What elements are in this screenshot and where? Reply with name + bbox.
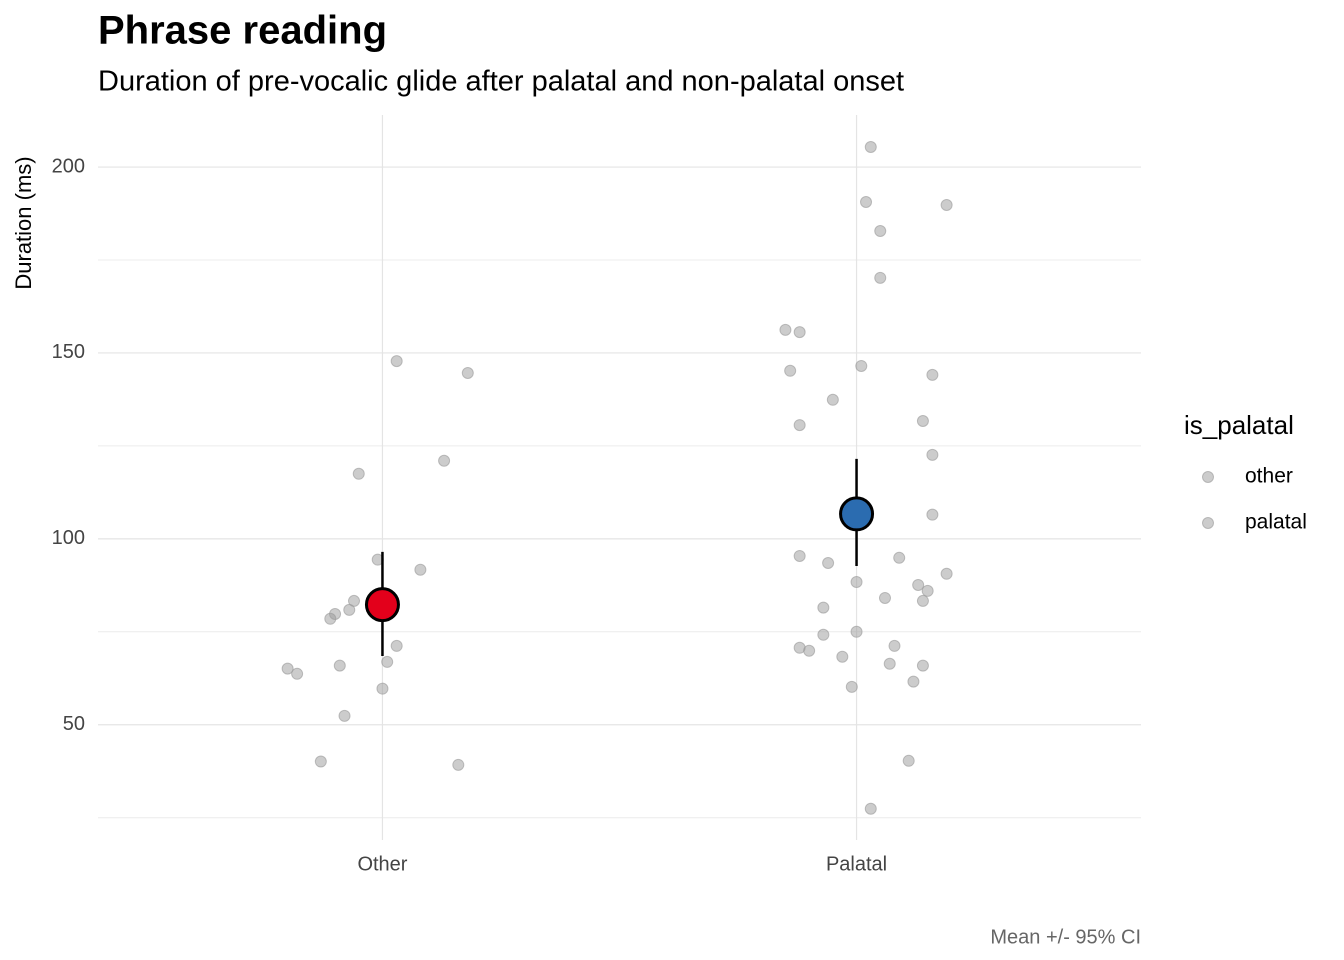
data-point: [281, 662, 294, 675]
data-point: [850, 625, 863, 638]
data-point: [921, 584, 934, 597]
data-point: [916, 659, 929, 672]
y-tick-label: 150: [52, 341, 85, 363]
data-point: [817, 628, 830, 641]
data-point: [779, 323, 792, 336]
data-point: [864, 802, 877, 815]
caption: Mean +/- 95% CI: [990, 926, 1141, 948]
data-point: [902, 754, 915, 767]
data-point: [414, 563, 427, 576]
data-point: [836, 650, 849, 663]
chart-title: Phrase reading: [98, 9, 387, 53]
data-point: [864, 140, 877, 153]
data-point: [793, 326, 806, 339]
data-point: [850, 575, 863, 588]
data-point: [883, 657, 896, 670]
x-tick-label: Palatal: [826, 853, 887, 875]
data-point: [324, 612, 337, 625]
chart-subtitle: Duration of pre-vocalic glide after pala…: [98, 66, 904, 98]
data-point: [893, 551, 906, 564]
data-point: [822, 557, 835, 570]
legend-marker: [1202, 517, 1214, 529]
data-point: [926, 508, 939, 521]
legend-label: other: [1245, 465, 1293, 488]
data-point: [352, 467, 365, 480]
data-point: [461, 367, 474, 380]
data-point: [390, 355, 403, 368]
data-point: [793, 549, 806, 562]
data-point: [940, 198, 953, 211]
x-tick-label: Other: [357, 853, 407, 875]
mean-point: [364, 587, 400, 623]
data-point: [907, 675, 920, 688]
data-point: [940, 567, 953, 580]
data-point: [874, 271, 887, 284]
data-point: [793, 419, 806, 432]
data-point: [845, 680, 858, 693]
y-tick-label: 50: [63, 713, 85, 735]
data-point: [874, 225, 887, 237]
data-point: [926, 448, 939, 461]
data-point: [926, 368, 939, 381]
data-point: [803, 644, 816, 657]
data-point: [333, 659, 346, 672]
data-point: [912, 578, 925, 591]
data-point: [855, 359, 868, 372]
legend-label: palatal: [1245, 511, 1307, 534]
y-axis-title: Duration (ms): [11, 156, 36, 289]
mean-point: [839, 496, 875, 532]
data-point: [438, 454, 451, 467]
legend-marker: [1202, 471, 1214, 483]
data-point: [381, 655, 394, 668]
data-point: [817, 601, 830, 614]
y-tick-label: 200: [52, 155, 85, 177]
data-point: [826, 393, 839, 406]
data-point: [376, 682, 389, 695]
legend-title: is_palatal: [1184, 410, 1294, 440]
data-point: [888, 639, 901, 652]
data-point: [390, 639, 403, 652]
y-tick-label: 100: [52, 527, 85, 549]
data-point: [916, 594, 929, 607]
data-point: [343, 603, 356, 616]
data-point: [338, 709, 351, 722]
data-point: [452, 758, 465, 771]
data-point: [916, 414, 929, 427]
data-point: [314, 755, 327, 768]
data-point: [784, 364, 797, 377]
data-point: [860, 196, 873, 208]
data-point: [291, 667, 304, 680]
data-point: [878, 591, 891, 604]
